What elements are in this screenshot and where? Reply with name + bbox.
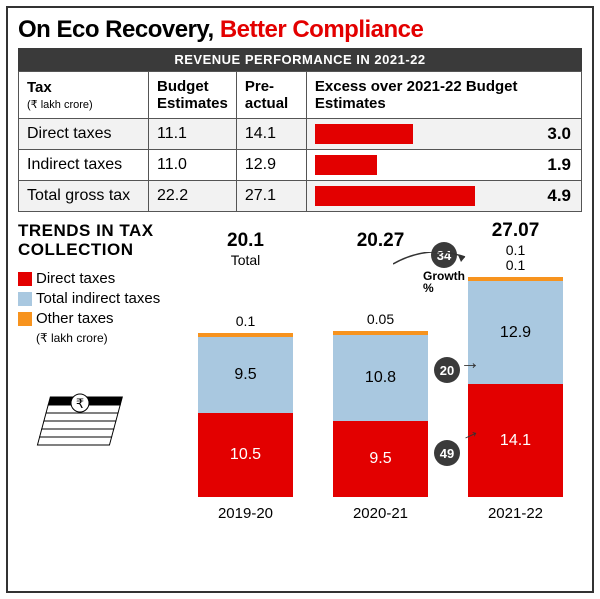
col-budget: Budget Estimates <box>149 72 237 119</box>
table-row: Indirect taxes 11.0 12.9 1.9 <box>19 150 582 181</box>
bar-2019-20: 0.19.510.5 <box>198 333 293 497</box>
trends-section: TRENDS IN TAX COLLECTION Direct taxes To… <box>18 222 582 542</box>
title-part2: Better Compliance <box>220 16 424 43</box>
row-name: Direct taxes <box>19 119 149 150</box>
year-label: 2019-20 <box>198 505 293 522</box>
bar-2020-21: 0.0510.89.5 <box>333 331 428 497</box>
total-label: 20.27 <box>333 230 428 252</box>
legend-item: Other taxes <box>18 310 160 327</box>
row-be: 22.2 <box>149 181 237 212</box>
swatch-other <box>18 312 32 326</box>
excess-bar <box>315 155 377 175</box>
total-label: 27.070.1 <box>468 220 563 258</box>
year-label: 2020-21 <box>333 505 428 522</box>
cash-stack-icon: ₹ <box>28 387 138 472</box>
excess-value: 1.9 <box>547 155 571 175</box>
row-name: Indirect taxes <box>19 150 149 181</box>
table-row: Direct taxes 11.1 14.1 3.0 <box>19 119 582 150</box>
excess-value: 3.0 <box>547 124 571 144</box>
legend-item: Direct taxes <box>18 270 160 287</box>
revenue-table: Tax(₹ lakh crore) Budget Estimates Pre-a… <box>18 71 582 212</box>
growth-label: Growth% <box>423 270 465 294</box>
row-name: Total gross tax <box>19 181 149 212</box>
stacked-bar-chart: 20.1Total 20.27 27.070.1 0.19.510.5 0.05… <box>198 222 578 522</box>
col-excess: Excess over 2021-22 Budget Estimates <box>306 72 581 119</box>
row-bar-cell: 3.0 <box>306 119 581 150</box>
legend-label: Other taxes <box>36 310 114 327</box>
row-be: 11.1 <box>149 119 237 150</box>
row-pa: 12.9 <box>236 150 306 181</box>
arrow-icon <box>393 252 473 272</box>
subtitle-bar: REVENUE PERFORMANCE IN 2021-22 <box>18 48 582 71</box>
legend: Direct taxes Total indirect taxes Other … <box>18 267 160 345</box>
growth-badge-indirect: 20 <box>434 357 460 383</box>
row-bar-cell: 1.9 <box>306 150 581 181</box>
row-be: 11.0 <box>149 150 237 181</box>
title-part1: On Eco Recovery, <box>18 16 220 43</box>
swatch-direct <box>18 272 32 286</box>
trends-unit: (₹ lakh crore) <box>36 331 160 345</box>
growth-badge-direct: 49 <box>434 440 460 466</box>
total-label: 20.1Total <box>198 230 293 268</box>
arrow-icon: → <box>460 352 480 375</box>
col-preactual: Pre-actual <box>236 72 306 119</box>
row-pa: 14.1 <box>236 119 306 150</box>
main-title: On Eco Recovery, Better Compliance <box>18 16 582 44</box>
year-label: 2021-22 <box>468 505 563 522</box>
row-pa: 27.1 <box>236 181 306 212</box>
svg-text:₹: ₹ <box>76 396 84 411</box>
excess-bar <box>315 186 475 206</box>
excess-bar <box>315 124 413 144</box>
table-header-row: Tax(₹ lakh crore) Budget Estimates Pre-a… <box>19 72 582 119</box>
legend-item: Total indirect taxes <box>18 290 160 307</box>
swatch-indirect <box>18 292 32 306</box>
row-bar-cell: 4.9 <box>306 181 581 212</box>
legend-label: Total indirect taxes <box>36 290 160 307</box>
bar-2021-22: 0.112.914.1 <box>468 277 563 497</box>
legend-label: Direct taxes <box>36 270 115 287</box>
excess-value: 4.9 <box>547 186 571 206</box>
table-row: Total gross tax 22.2 27.1 4.9 <box>19 181 582 212</box>
trends-title: TRENDS IN TAX COLLECTION <box>18 222 168 259</box>
col-tax: Tax(₹ lakh crore) <box>19 72 149 119</box>
